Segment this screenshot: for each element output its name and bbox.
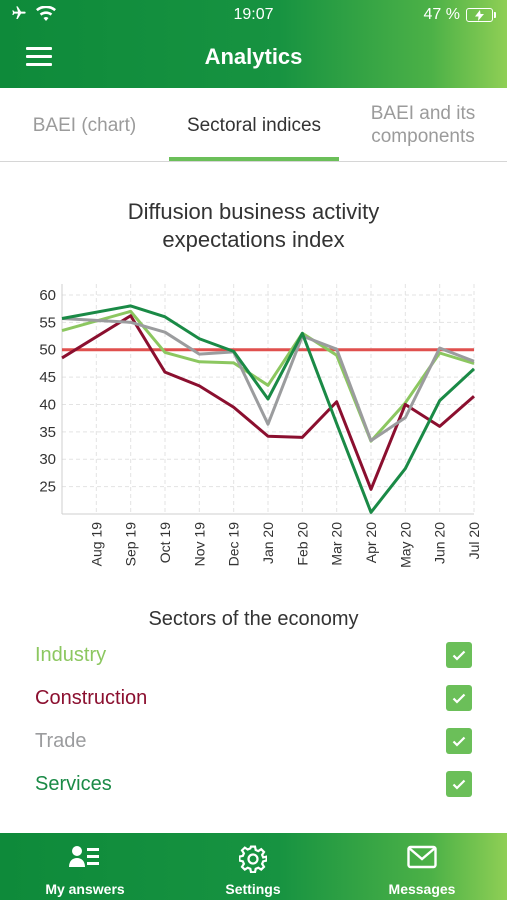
bottom-nav: My answers Settings Messages — [0, 833, 507, 900]
nav-my-answers-label: My answers — [20, 881, 150, 897]
chart-area: 25 30 35 40 45 50 55 60 Aug 19 Sep 19 Oct 19 Nov 19… — [0, 270, 507, 590]
legend-row-services: Services — [35, 769, 472, 799]
x-tick-label-4: Dec 19 — [226, 522, 242, 567]
sectors-title: Sectors of the economy — [0, 608, 507, 631]
x-tick-label-11: Jul 20 — [466, 522, 482, 560]
y-tick-label-4: 45 — [39, 369, 56, 386]
industry-checkbox[interactable] — [446, 642, 472, 668]
x-tick-label-0: Aug 19 — [88, 522, 104, 567]
x-tick-label-3: Nov 19 — [191, 522, 207, 567]
x-tick-label-1: Sep 19 — [123, 522, 139, 567]
y-tick-label-3: 40 — [39, 396, 56, 413]
header: 19:07 47 % Analytics — [0, 0, 507, 88]
x-tick-label-5: Jan 20 — [260, 522, 276, 564]
nav-messages[interactable]: Messages — [357, 833, 487, 900]
checkmark-icon — [452, 779, 466, 790]
legend-label-construction: Construction — [35, 687, 147, 710]
checkmark-icon — [452, 736, 466, 747]
y-tick-label-1: 30 — [39, 451, 56, 468]
y-tick-label-2: 35 — [39, 424, 56, 441]
x-tick-label-10: Jun 20 — [432, 522, 448, 564]
checkmark-icon — [452, 693, 466, 704]
title-bar: Analytics — [0, 30, 507, 88]
active-tab-indicator — [169, 157, 339, 161]
y-tick-label-5: 50 — [39, 342, 56, 359]
legend-row-trade: Trade — [35, 726, 472, 756]
x-tick-label-8: Apr 20 — [363, 522, 379, 563]
chart-title: Diffusion business activity expectations… — [0, 198, 507, 254]
legend-label-trade: Trade — [35, 730, 87, 753]
status-bar: 19:07 47 % — [0, 0, 507, 30]
my-answers-icon — [69, 845, 101, 871]
y-tick-label-7: 60 — [39, 287, 56, 304]
battery-percent: 47 % — [424, 6, 460, 24]
nav-settings-label: Settings — [188, 881, 318, 897]
tab-sectoral-indices[interactable]: Sectoral indices — [169, 88, 339, 162]
page-title: Analytics — [0, 44, 507, 70]
gear-icon — [239, 845, 267, 873]
legend-row-industry: Industry — [35, 640, 472, 670]
battery-icon — [466, 8, 493, 22]
trade-checkbox[interactable] — [446, 728, 472, 754]
y-tick-label-0: 25 — [39, 479, 56, 496]
tab-baei-components[interactable]: BAEI and its components — [339, 88, 507, 162]
status-right: 47 % — [424, 6, 493, 24]
x-tick-label-7: Mar 20 — [329, 522, 345, 566]
services-checkbox[interactable] — [446, 771, 472, 797]
tab-bar: BAEI (chart) Sectoral indices BAEI and i… — [0, 88, 507, 162]
envelope-icon — [407, 845, 437, 869]
legend-row-construction: Construction — [35, 683, 472, 713]
nav-messages-label: Messages — [357, 881, 487, 897]
x-tick-label-9: May 20 — [397, 522, 413, 568]
x-tick-label-6: Feb 20 — [294, 522, 310, 566]
construction-checkbox[interactable] — [446, 685, 472, 711]
legend-label-industry: Industry — [35, 644, 106, 667]
line-chart: 25 30 35 40 45 50 55 60 Aug 19 Sep 19 Oct 19 Nov 19… — [0, 270, 507, 590]
nav-my-answers[interactable]: My answers — [20, 833, 150, 900]
x-tick-label-2: Oct 19 — [157, 522, 173, 563]
checkmark-icon — [452, 650, 466, 661]
y-tick-label-6: 55 — [39, 314, 56, 331]
legend-label-services: Services — [35, 773, 112, 796]
tab-baei-chart[interactable]: BAEI (chart) — [0, 88, 169, 162]
nav-settings[interactable]: Settings — [188, 833, 318, 900]
